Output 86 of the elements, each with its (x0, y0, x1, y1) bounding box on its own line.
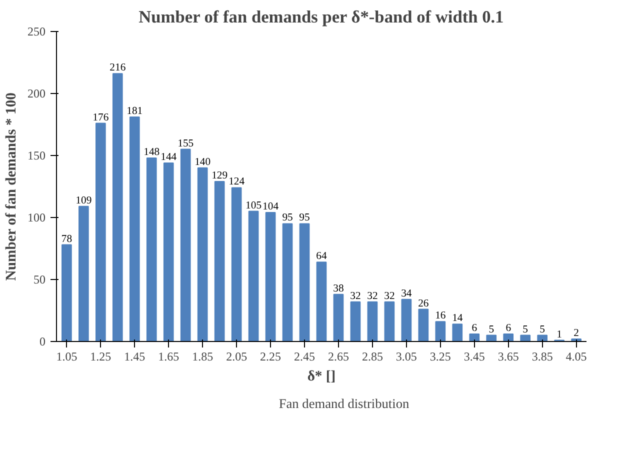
bar (248, 210, 259, 342)
x-tick-label: 3.05 (396, 350, 417, 364)
data-label: 32 (384, 290, 395, 302)
bar (435, 321, 446, 342)
bar (537, 334, 548, 342)
data-label: 181 (126, 106, 143, 118)
data-label: 26 (418, 298, 430, 310)
y-tick-label: 250 (28, 24, 46, 38)
bar (316, 262, 327, 342)
data-label: 16 (435, 310, 446, 322)
text: Fan demand distribution (278, 396, 410, 412)
data-label: 129 (212, 170, 228, 182)
bar (469, 334, 480, 342)
bar (503, 334, 514, 342)
data-label: 148 (144, 146, 160, 158)
y-tick-label: 50 (34, 272, 46, 286)
data-label: 176 (92, 112, 110, 124)
data-label: 95 (282, 212, 293, 224)
x-tick-label: 2.25 (260, 350, 282, 364)
bar (231, 187, 242, 342)
x-tick-label: 1.65 (158, 350, 180, 364)
bar (197, 167, 208, 342)
bar (401, 298, 412, 342)
data-label: 32 (367, 290, 378, 302)
data-label: 1 (556, 329, 562, 340)
y-tick-label: 150 (28, 148, 46, 162)
data-label: 104 (262, 202, 280, 213)
bar (78, 206, 89, 342)
bar (367, 301, 378, 342)
bar (180, 148, 191, 342)
y-axis-title: Number of fan demands * 100 (4, 92, 20, 281)
data-label: 216 (110, 62, 126, 74)
data-label: 64 (316, 251, 328, 262)
x-tick-label: 1.25 (90, 350, 112, 364)
data-label: 2 (574, 328, 579, 340)
data-label: 155 (178, 138, 194, 150)
chart-title: Number of fan demands per δ*-band of width 0.1 (138, 8, 504, 26)
bar (146, 157, 157, 342)
data-label: 105 (246, 200, 262, 212)
x-tick-label: 2.85 (362, 350, 383, 364)
y-tick-label: 0 (40, 334, 46, 348)
data-label: 6 (472, 323, 478, 334)
data-label: 14 (452, 313, 464, 324)
x-tick-label: 2.45 (294, 350, 316, 364)
data-label: 5 (540, 324, 545, 336)
data-label: 38 (333, 283, 344, 294)
x-tick-label: 1.85 (192, 350, 214, 364)
bar (350, 301, 361, 342)
bar (265, 212, 276, 342)
x-tick-label: 3.85 (532, 350, 553, 364)
bar (520, 334, 531, 342)
bar (129, 116, 140, 342)
bar (333, 294, 344, 342)
x-tick-label: 3.65 (498, 350, 519, 364)
bar (282, 223, 293, 342)
bar (112, 73, 123, 342)
data-label: 6 (506, 323, 512, 334)
x-tick-label: 1.05 (56, 350, 78, 364)
x-tick-label: 2.05 (226, 350, 248, 364)
data-label: 109 (76, 195, 92, 206)
bar (418, 308, 429, 342)
data-label: 32 (350, 290, 361, 302)
y-tick-label: 100 (28, 210, 46, 224)
data-label: 95 (299, 212, 310, 224)
x-tick-label: 4.05 (566, 350, 587, 364)
data-label: 78 (61, 234, 72, 245)
bar (299, 223, 310, 342)
x-tick-label: 3.25 (430, 350, 451, 364)
bar (163, 162, 174, 342)
data-label: 140 (194, 156, 211, 168)
x-tick-label: 2.65 (328, 350, 349, 364)
x-tick-label: 3.45 (464, 350, 485, 364)
bar (95, 122, 106, 342)
bar (62, 244, 72, 342)
y-tick-label: 200 (28, 86, 46, 100)
bar (214, 181, 225, 342)
bar (384, 301, 395, 342)
data-label: 144 (160, 152, 178, 163)
bar (452, 324, 463, 342)
data-label: 5 (488, 324, 494, 336)
data-label: 5 (522, 324, 528, 336)
bar (486, 334, 497, 342)
data-label: 124 (228, 176, 246, 188)
x-axis-title: δ* [] (307, 368, 336, 384)
data-label: 34 (401, 288, 412, 300)
x-tick-label: 1.45 (124, 350, 146, 364)
